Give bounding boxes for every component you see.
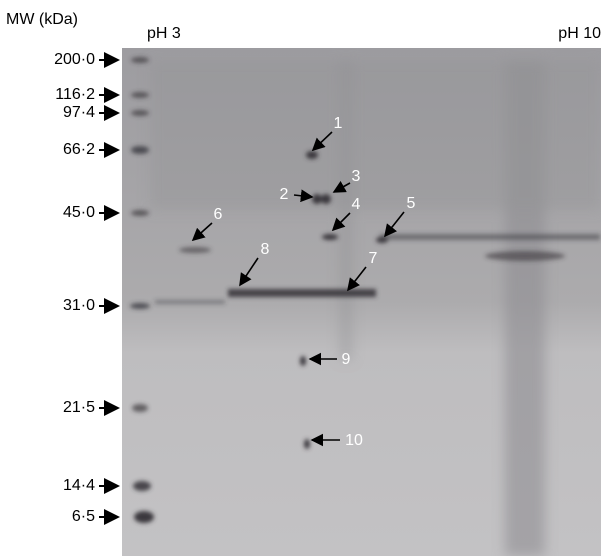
- ph-left: pH 3: [147, 25, 181, 42]
- spot-arrow: [191, 222, 213, 242]
- spot-label: 1: [334, 115, 343, 132]
- spot-label: 2: [280, 186, 289, 203]
- spot-arrow: [239, 257, 259, 287]
- spot-arrow: [384, 211, 405, 238]
- spot-arrow: [311, 131, 333, 152]
- marker-label: 6·5: [72, 508, 95, 525]
- spot-label: 8: [261, 241, 270, 258]
- marker-label: 14·4: [63, 477, 95, 494]
- marker-label: 31·0: [63, 297, 95, 314]
- spot-label: 6: [214, 206, 223, 223]
- spot-label: 4: [352, 196, 361, 213]
- spot-label: 10: [345, 432, 363, 449]
- marker-label: 116·2: [55, 86, 95, 103]
- marker-label: 45·0: [63, 204, 95, 221]
- spot-label: 7: [369, 250, 378, 267]
- spot-arrow: [331, 212, 351, 232]
- spot-arrow: [347, 266, 367, 292]
- marker-label: 66·2: [63, 141, 95, 158]
- marker-label: 200·0: [54, 51, 95, 68]
- spot-label: 3: [352, 168, 361, 185]
- ph-right: pH 10: [558, 25, 601, 42]
- mw-title: MW (kDa): [6, 11, 78, 28]
- marker-label: 21·5: [63, 399, 95, 416]
- marker-labels: 200·0 116·297·4 66·2 45·0 31·0 21·5 14·4 6·5: [54, 51, 120, 525]
- marker-label: 97·4: [63, 104, 95, 121]
- spot-label: 5: [407, 195, 416, 212]
- spot-arrow: [332, 180, 351, 193]
- spot-labels: 1 2 3 4 5 6 7 8 9 10: [191, 115, 416, 449]
- spot-arrow: [293, 189, 314, 203]
- gel-streaks: [150, 60, 600, 556]
- spots: [130, 57, 600, 523]
- spot-label: 9: [342, 351, 351, 368]
